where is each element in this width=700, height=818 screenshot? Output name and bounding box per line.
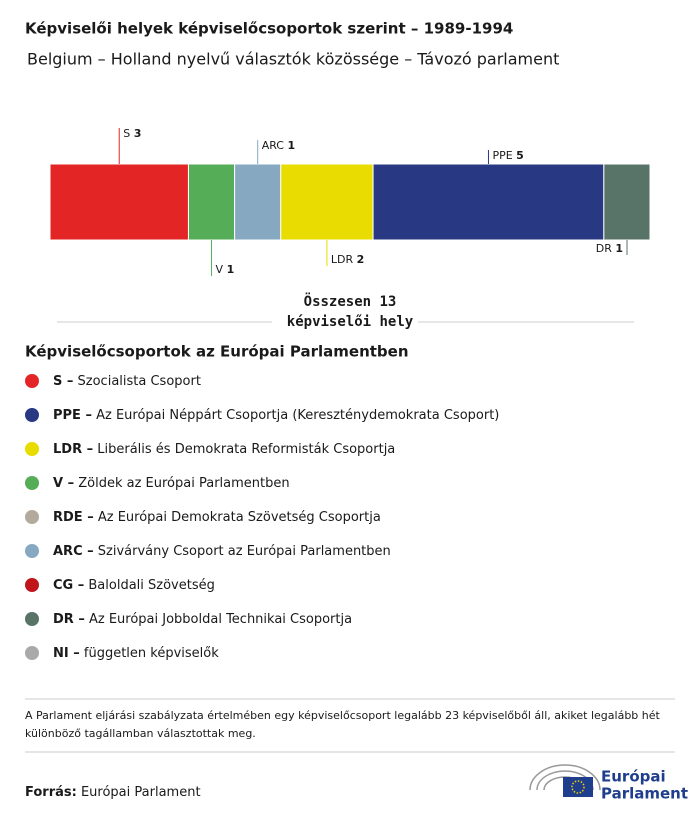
note: A Parlament eljárási szabályzata értelmé… xyxy=(25,709,660,740)
segment-name: V xyxy=(216,263,224,276)
segment-label: V 1 xyxy=(216,263,235,276)
legend-item: LDR – Liberális és Demokrata Reformisták… xyxy=(53,442,395,457)
legend-swatch xyxy=(25,544,39,558)
legend-title: Képviselőcsoportok az Európai Parlamentb… xyxy=(25,343,409,361)
legend-swatch xyxy=(25,408,39,422)
legend-label: Az Európai Demokrata Szövetség Csoportja xyxy=(98,510,381,525)
legend-label: Liberális és Demokrata Reformisták Csopo… xyxy=(97,442,395,457)
source-label: Forrás: xyxy=(25,785,77,800)
legend-code: ARC – xyxy=(53,544,94,559)
legend-item: NI – független képviselők xyxy=(53,646,219,661)
bar-segment xyxy=(280,163,374,241)
legend-label: független képviselők xyxy=(84,646,219,661)
segment-value: 1 xyxy=(288,139,296,152)
segment-name: S xyxy=(123,127,130,140)
bar-segment xyxy=(49,163,189,241)
segment-value: 1 xyxy=(227,263,235,276)
segment-name: LDR xyxy=(331,253,354,266)
legend-code: DR – xyxy=(53,612,85,627)
legend-code: NI – xyxy=(53,646,80,661)
segment-name: ARC xyxy=(262,139,285,152)
segment-value: 5 xyxy=(516,149,524,162)
legend-label: Szocialista Csoport xyxy=(78,374,201,389)
chart-subtitle: Belgium – Holland nyelvű választók közös… xyxy=(27,50,559,69)
segment-label: DR 1 xyxy=(596,242,623,255)
legend-label: Az Európai Jobboldal Technikai Csoportja xyxy=(89,612,352,627)
legend-item: CG – Baloldali Szövetség xyxy=(53,578,215,593)
bar-segment xyxy=(187,163,236,241)
bar-segment xyxy=(372,163,605,241)
legend-label: Az Európai Néppárt Csoportja (Keresztény… xyxy=(96,408,499,423)
segment-name: DR xyxy=(596,242,612,255)
source: Forrás: Európai Parlament xyxy=(25,785,201,800)
legend-swatch xyxy=(25,442,39,456)
bar-segment xyxy=(234,163,282,241)
legend-item: V – Zöldek az Európai Parlamentben xyxy=(53,476,290,491)
legend-swatch xyxy=(25,476,39,490)
legend-item: PPE – Az Európai Néppárt Csoportja (Kere… xyxy=(53,408,499,423)
legend-code: V – xyxy=(53,476,74,491)
logo: Európai Parlament xyxy=(529,764,688,803)
bar-segment xyxy=(603,163,651,241)
segment-label: ARC 1 xyxy=(262,139,295,152)
legend-code: PPE – xyxy=(53,408,92,423)
legend-label: Szivárvány Csoport az Európai Parlamentb… xyxy=(98,544,391,559)
legend-code: S – xyxy=(53,374,73,389)
chart-title: Képviselői helyek képviselőcsoportok sze… xyxy=(25,20,513,38)
source-text: Európai Parlament xyxy=(81,785,201,800)
legend-label: Zöldek az Európai Parlamentben xyxy=(78,476,289,491)
segment-value: 2 xyxy=(357,253,365,266)
legend-item: S – Szocialista Csoport xyxy=(53,374,201,389)
legend-swatch xyxy=(25,646,39,660)
logo-text: Parlament xyxy=(601,785,688,803)
total-label: Összesen 13 képviselői hely xyxy=(286,294,414,330)
legend-swatch xyxy=(25,510,39,524)
segment-label: LDR 2 xyxy=(331,253,364,266)
legend-item: ARC – Szivárvány Csoport az Európai Parl… xyxy=(53,544,391,559)
segment-value: 1 xyxy=(615,242,623,255)
legend-swatch xyxy=(25,578,39,592)
logo-text: Európai xyxy=(601,768,666,786)
segment-label: PPE 5 xyxy=(492,149,523,162)
legend-code: RDE – xyxy=(53,510,94,525)
legend-swatch xyxy=(25,612,39,626)
segment-name: PPE xyxy=(492,149,512,162)
legend-item: DR – Az Európai Jobboldal Technikai Csop… xyxy=(53,612,352,627)
legend-item: RDE – Az Európai Demokrata Szövetség Cso… xyxy=(53,510,381,525)
legend-swatch xyxy=(25,374,39,388)
legend-label: Baloldali Szövetség xyxy=(88,578,214,593)
legend-code: LDR – xyxy=(53,442,93,457)
segment-label: S 3 xyxy=(123,127,141,140)
segment-value: 3 xyxy=(134,127,142,140)
legend-code: CG – xyxy=(53,578,84,593)
